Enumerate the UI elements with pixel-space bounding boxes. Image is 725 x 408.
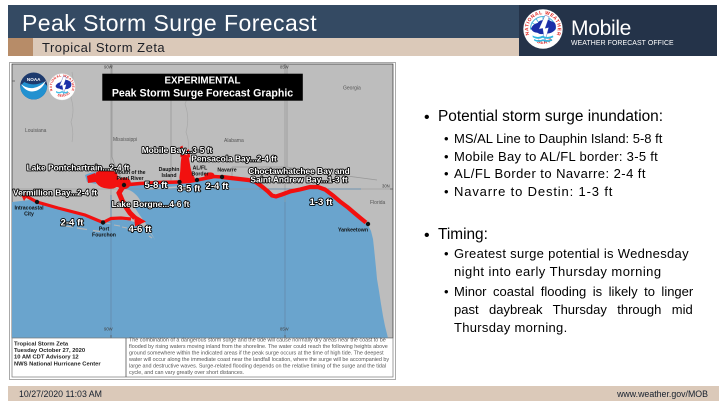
svg-text:Navarre: Navarre — [217, 168, 236, 174]
svg-text:Choctawhatchee Bay and: Choctawhatchee Bay and — [248, 166, 349, 176]
svg-text:2-4 ft: 2-4 ft — [61, 218, 85, 229]
svg-text:2-4 ft: 2-4 ft — [206, 181, 230, 192]
svg-text:water will occur along the imm: water will occur along the immediate coa… — [128, 357, 389, 363]
svg-text:10 AM CDT Advisory 12: 10 AM CDT Advisory 12 — [14, 355, 79, 361]
svg-text:Louisiana: Louisiana — [25, 128, 47, 134]
svg-text:Pearl River: Pearl River — [116, 176, 143, 182]
svg-text:Port: Port — [99, 227, 110, 233]
svg-text:large and destructive waves.: large and destructive waves. Surge-relat… — [129, 364, 386, 370]
svg-text:5-8 ft: 5-8 ft — [145, 180, 169, 191]
svg-text:Lake Borgne...4-6 ft: Lake Borgne...4-6 ft — [112, 199, 190, 209]
svg-text:Pensacola Bay...2-4 ft: Pensacola Bay...2-4 ft — [191, 154, 277, 164]
svg-text:3-5 ft: 3-5 ft — [178, 184, 202, 195]
svg-text:NOAA: NOAA — [27, 77, 41, 82]
svg-text:85W: 85W — [280, 327, 289, 332]
svg-text:Tropical Storm Zeta: Tropical Storm Zeta — [14, 342, 69, 348]
svg-text:City: City — [24, 212, 34, 218]
svg-text:Mobile Bay...3-5 ft: Mobile Bay...3-5 ft — [142, 145, 213, 155]
svg-text:Mississippi: Mississippi — [113, 137, 137, 143]
svg-text:Intracoastal: Intracoastal — [14, 206, 44, 212]
svg-text:Georgia: Georgia — [343, 86, 361, 92]
svg-text:1-3 ft: 1-3 ft — [310, 197, 334, 208]
svg-text:90W: 90W — [104, 327, 113, 332]
svg-text:4-6 ft: 4-6 ft — [129, 224, 153, 235]
svg-text:ground somewhere within the in: ground somewhere within the indicated ar… — [129, 351, 384, 357]
svg-text:Dauphin: Dauphin — [159, 167, 180, 173]
svg-text:30N: 30N — [382, 184, 390, 189]
svg-text:NWS National Hurricane Center: NWS National Hurricane Center — [14, 362, 101, 368]
svg-text:Tuesday October 27, 2020: Tuesday October 27, 2020 — [14, 348, 85, 354]
svg-text:Peak Storm Surge Forecast Grap: Peak Storm Surge Forecast Graphic — [112, 87, 293, 99]
svg-text:EXPERIMENTAL: EXPERIMENTAL — [164, 76, 240, 87]
svg-text:cycle, and can vary greatly ov: cycle, and can vary greatly over short d… — [129, 370, 244, 376]
svg-text:85W: 85W — [280, 65, 289, 70]
svg-text:Florida: Florida — [370, 200, 386, 206]
svg-text:Border: Border — [191, 172, 208, 178]
svg-text:Alabama: Alabama — [224, 138, 244, 144]
svg-text:The combination of a dangerous: The combination of a dangerous storm sur… — [129, 338, 386, 344]
svg-text:Yankeetown: Yankeetown — [338, 228, 368, 234]
svg-text:Fourchon: Fourchon — [92, 233, 116, 239]
svg-text:Lake Pontchartrain...2-4 ft: Lake Pontchartrain...2-4 ft — [27, 163, 130, 173]
svg-text:Mouth of the: Mouth of the — [114, 170, 145, 176]
svg-text:Saint Andrew Bay...1-3 ft: Saint Andrew Bay...1-3 ft — [250, 175, 347, 185]
svg-text:flooded by rising waters movin: flooded by rising waters moving inland f… — [129, 344, 388, 350]
svg-text:AL/FL: AL/FL — [193, 166, 209, 172]
svg-text:Island: Island — [162, 173, 177, 179]
svg-text:Vermillion Bay...2-4 ft: Vermillion Bay...2-4 ft — [13, 188, 97, 198]
svg-text:90W: 90W — [104, 65, 113, 70]
